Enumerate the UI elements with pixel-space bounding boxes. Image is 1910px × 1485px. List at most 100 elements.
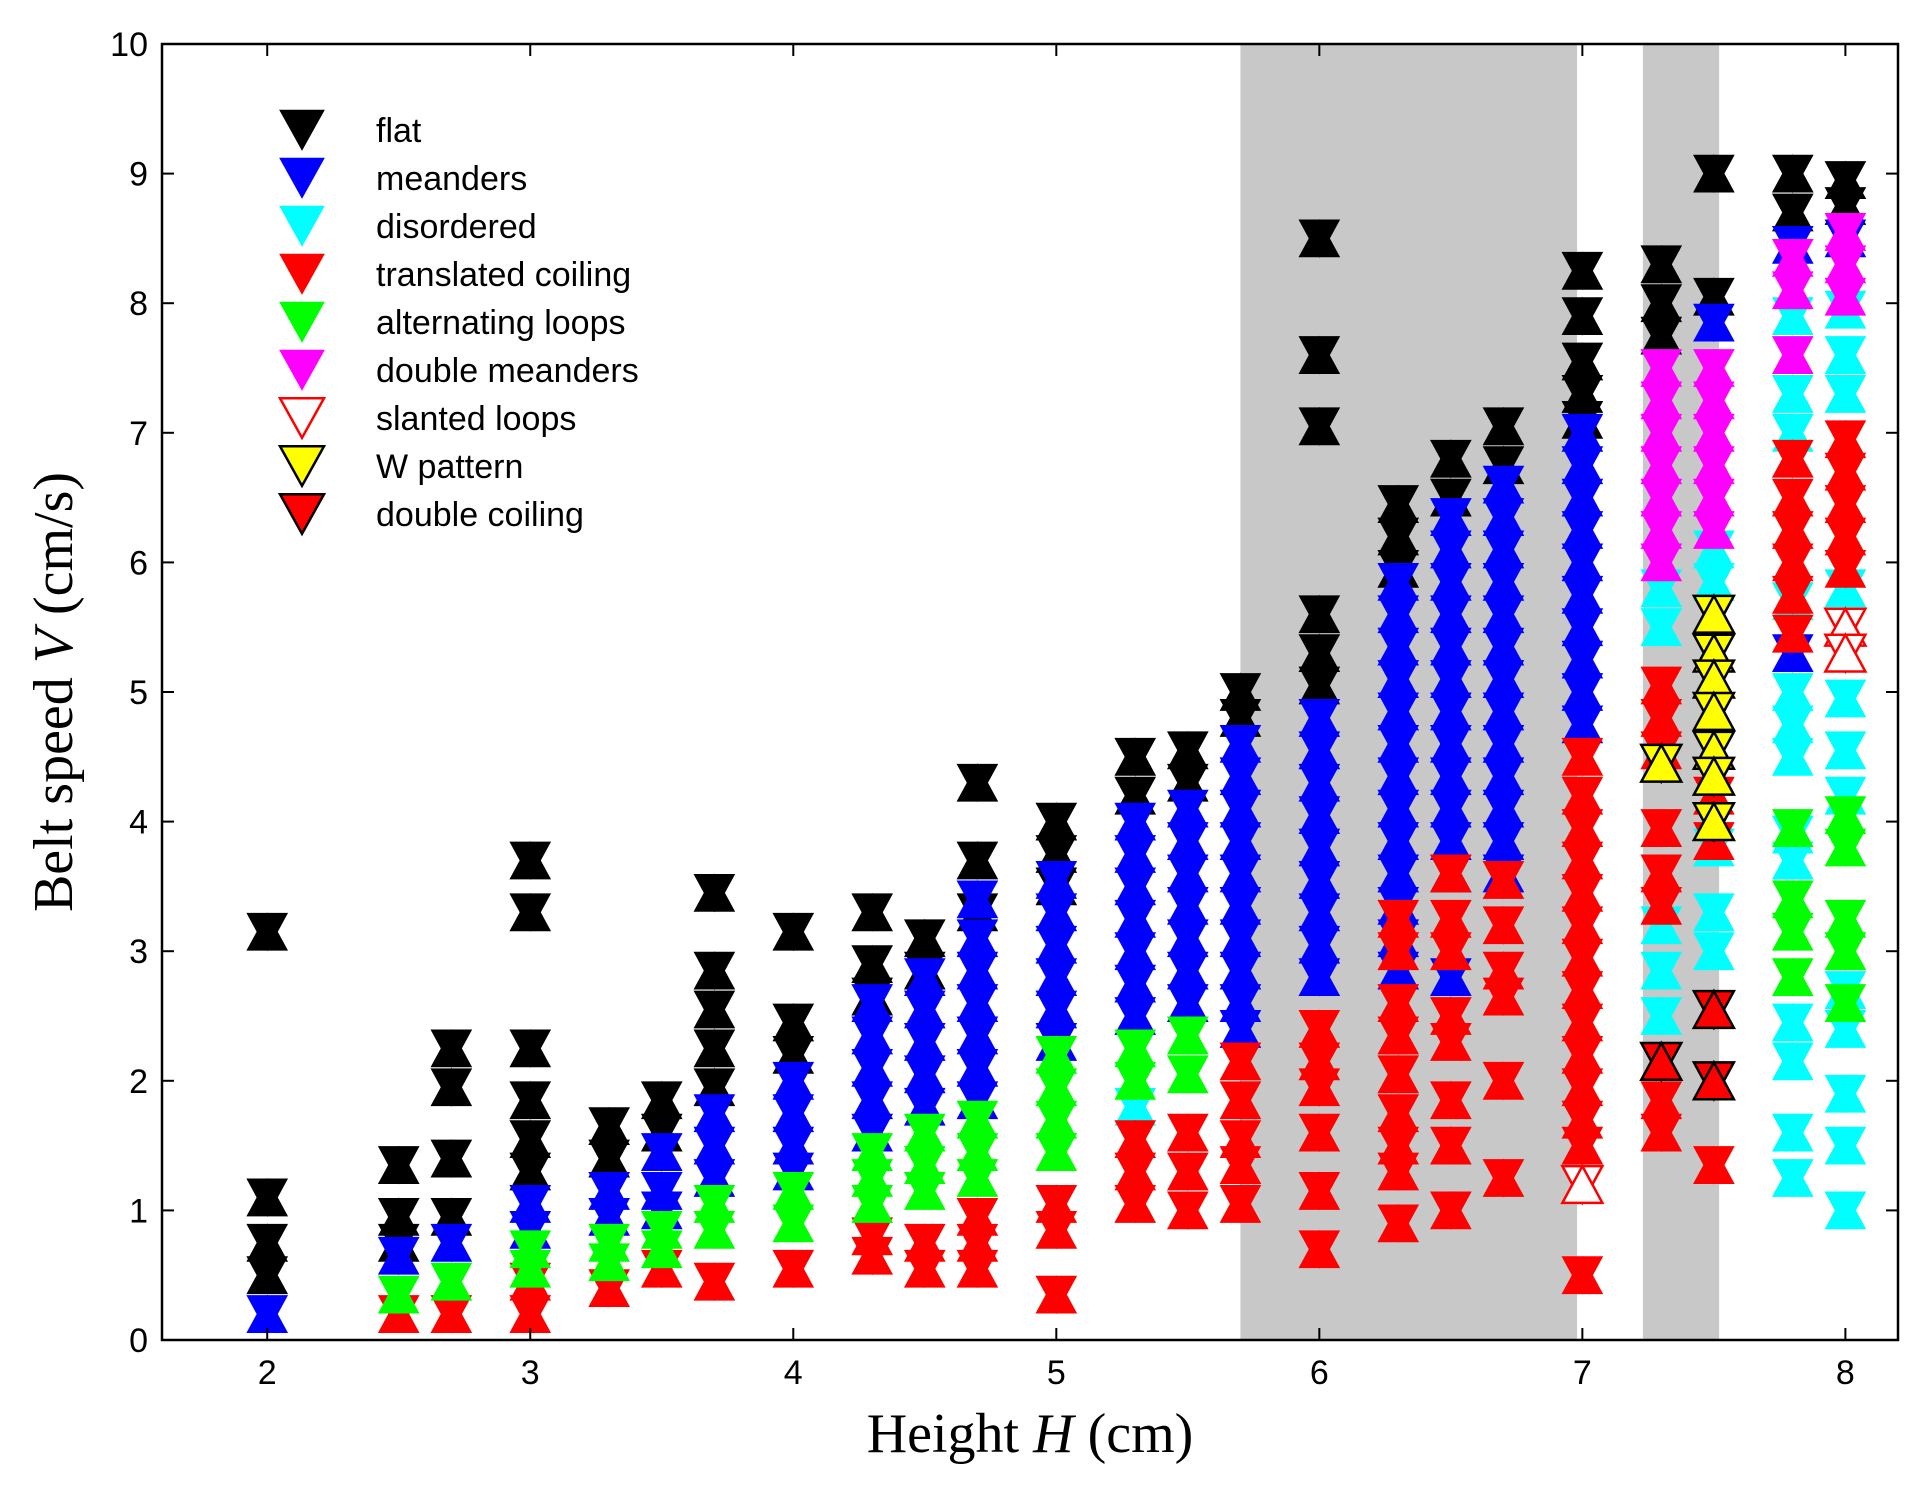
legend-item-double-meanders: double meanders <box>279 349 639 391</box>
x-tick-label: 6 <box>1310 1354 1329 1392</box>
axis-ticks: 2 3 4 5 6 7 8 0 1 2 3 4 5 6 7 8 9 10 <box>110 26 1898 1392</box>
data-point-up <box>377 1236 420 1275</box>
data-point-up <box>693 990 736 1029</box>
data-point-up <box>1771 575 1814 614</box>
data-point-up <box>903 1171 946 1210</box>
data-point-up <box>430 1067 473 1107</box>
data-point-up <box>1639 1040 1684 1082</box>
data-point-up <box>956 879 999 919</box>
data-point-up <box>903 1249 946 1288</box>
legend-label: translated coiling <box>376 256 631 294</box>
legend-label: alternating loops <box>376 304 626 342</box>
data-point-up <box>772 912 815 951</box>
series-flat <box>246 154 1867 1295</box>
data-point-up <box>1640 808 1683 847</box>
data-point-up <box>1640 996 1683 1035</box>
data-point-up <box>1824 1074 1867 1113</box>
data-point-up <box>1771 270 1814 310</box>
data-point-up <box>1560 1163 1605 1205</box>
data-point-up <box>1771 154 1814 193</box>
legend-item-meanders: meanders <box>279 157 527 199</box>
y-tick-label: 10 <box>110 26 148 64</box>
y-tick-label: 2 <box>129 1063 148 1101</box>
series-W-pattern <box>1639 593 1736 843</box>
data-point-up <box>1482 860 1525 899</box>
data-point-up <box>1771 335 1814 374</box>
data-point-up <box>1482 406 1525 446</box>
data-point-up <box>1430 1022 1472 1061</box>
legend-label: double meanders <box>376 352 639 390</box>
data-point-up <box>1824 335 1867 374</box>
data-point-up <box>1640 607 1683 647</box>
data-point-up <box>1824 828 1867 867</box>
data-point-up <box>1219 1184 1262 1223</box>
data-point-up <box>693 1028 736 1068</box>
legend-marker <box>277 444 327 489</box>
data-point-up <box>956 841 999 880</box>
y-tick-label: 4 <box>129 804 148 842</box>
data-point-up <box>1482 1061 1525 1100</box>
data-point-up <box>693 873 736 912</box>
x-tick-label: 7 <box>1573 1354 1592 1392</box>
data-point-up <box>1691 988 1736 1030</box>
data-point-up <box>1035 1132 1078 1171</box>
data-point-up <box>1298 594 1341 634</box>
data-point-up <box>1377 1054 1420 1094</box>
legend-item-alternating-loops: alternating loops <box>279 301 626 343</box>
data-point-up <box>1114 1061 1157 1100</box>
data-point-up <box>1561 1255 1604 1295</box>
data-point-up <box>1298 406 1341 446</box>
data-point-up <box>1691 1059 1736 1101</box>
y-axis-title-prefix: Belt speed <box>23 663 85 912</box>
data-point-up <box>1824 1009 1867 1048</box>
data-point-up <box>1640 951 1683 990</box>
data-point-up <box>956 763 999 802</box>
data-point-up <box>588 1242 630 1282</box>
legend-label: double coiling <box>376 496 584 534</box>
data-point-up <box>1771 808 1814 847</box>
y-tick-label: 5 <box>129 674 148 712</box>
legend-label: disordered <box>376 208 537 246</box>
legend-item-flat: flat <box>279 109 422 151</box>
data-points <box>246 154 1868 1334</box>
data-point-up <box>1166 1152 1209 1191</box>
data-point-up <box>1693 1145 1735 1184</box>
data-point-up <box>693 951 736 990</box>
series-slanted-loops <box>1560 606 1868 1206</box>
x-tick-label: 8 <box>1836 1354 1855 1392</box>
data-point-up <box>1561 737 1604 776</box>
data-point-up <box>1377 1152 1420 1191</box>
x-axis-title-prefix: Height <box>867 1403 1033 1465</box>
data-point-up <box>1482 905 1525 945</box>
y-tick-label: 3 <box>129 933 148 971</box>
data-point-up <box>509 1249 552 1288</box>
data-point-up <box>430 1223 473 1262</box>
data-point-up <box>1693 154 1735 193</box>
data-point-up <box>851 892 894 932</box>
legend-marker <box>279 253 325 295</box>
legend-label: flat <box>376 112 422 150</box>
data-point-up <box>1298 1067 1341 1107</box>
x-tick-label: 2 <box>258 1354 277 1392</box>
data-point-up <box>1693 892 1735 932</box>
data-point-up <box>1166 1190 1209 1230</box>
data-point-up <box>851 1236 894 1275</box>
data-point-up <box>1035 1210 1078 1249</box>
data-point-up <box>1824 277 1867 316</box>
data-point-up <box>1561 296 1604 336</box>
data-point-up <box>430 1262 473 1301</box>
legend-marker <box>279 349 325 391</box>
data-point-up <box>246 1177 289 1217</box>
data-point-up <box>1430 439 1472 478</box>
data-point-up <box>1035 1275 1078 1314</box>
data-point-up <box>1771 737 1814 776</box>
data-point-up <box>1219 1080 1262 1120</box>
data-point-up <box>1430 853 1472 893</box>
data-point-up <box>956 1158 999 1197</box>
data-point-up <box>1219 1145 1262 1184</box>
data-point-up <box>1298 218 1341 258</box>
data-point-up <box>1298 1113 1341 1152</box>
data-point-up <box>1824 983 1867 1022</box>
series-alternating-loops <box>377 795 1867 1315</box>
data-point-up <box>430 1028 473 1068</box>
